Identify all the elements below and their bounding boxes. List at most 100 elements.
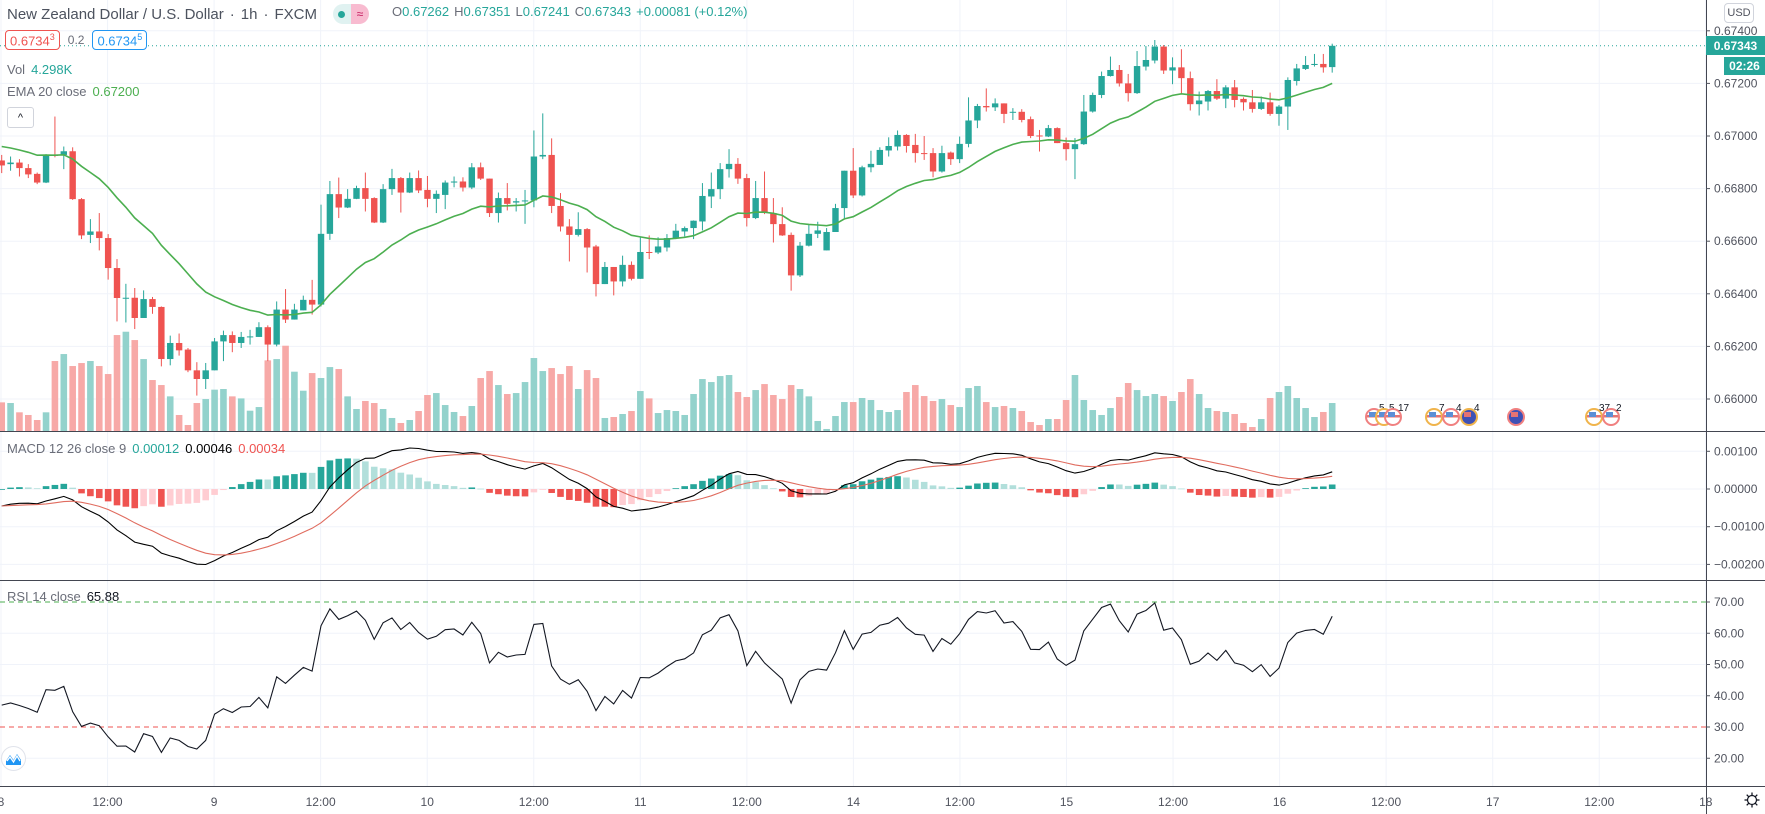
currency-button[interactable]: USD xyxy=(1724,3,1754,23)
macd-histogram-bar xyxy=(131,489,139,509)
volume-bar xyxy=(113,335,121,431)
candle-body xyxy=(459,181,467,188)
macd-histogram-bar xyxy=(1328,484,1336,489)
volume-bar xyxy=(95,366,103,431)
volume-bar xyxy=(7,403,14,431)
us-flag-event-marker[interactable] xyxy=(1442,408,1460,426)
candle xyxy=(876,147,884,165)
volume-bar xyxy=(1266,397,1274,431)
ema-legend[interactable]: EMA 20 close 0.67200 xyxy=(7,84,140,99)
macd-signal-value: 0.00034 xyxy=(238,441,286,456)
volume-bar xyxy=(645,398,653,431)
nz-flag-event-marker[interactable] xyxy=(1460,408,1478,426)
symbol-legend[interactable]: New Zealand Dollar / U.S. Dollar · 1h · … xyxy=(7,4,369,24)
candle xyxy=(406,172,413,194)
time-axis-label: 14 xyxy=(847,795,861,809)
volume-bar xyxy=(370,403,378,431)
us-flag-event-marker[interactable] xyxy=(1384,408,1402,426)
candle-body xyxy=(787,234,795,276)
macd-histogram-bar xyxy=(1133,484,1141,489)
candle xyxy=(113,259,121,322)
macd-histogram-bar xyxy=(1204,489,1212,496)
us-flag-event-marker[interactable] xyxy=(1602,408,1620,426)
candle-body xyxy=(1080,111,1088,145)
volume-bar xyxy=(1240,422,1247,431)
macd-histogram-bar xyxy=(299,472,307,489)
candle-body xyxy=(1018,111,1025,120)
macd-histogram-bar xyxy=(1302,488,1309,490)
sell-button[interactable]: 0.67343 xyxy=(5,30,60,51)
candle-body xyxy=(619,264,626,282)
macd-axis-label: 0.00000 xyxy=(1714,482,1758,496)
volume-legend[interactable]: Vol 4.298K xyxy=(7,62,72,77)
volume-bar xyxy=(60,354,68,431)
macd-histogram-bar xyxy=(1293,489,1301,491)
buy-button[interactable]: 0.67345 xyxy=(92,30,148,51)
macd-histogram-bar xyxy=(1195,489,1203,496)
macd-histogram-bar xyxy=(78,489,85,494)
volume-bar xyxy=(42,412,50,431)
exchange: FXCM xyxy=(274,5,317,23)
candle-body xyxy=(1071,144,1079,150)
volume-bar xyxy=(1186,379,1194,431)
volume-bar xyxy=(592,378,600,431)
volume-bar xyxy=(770,394,777,431)
candle xyxy=(477,162,484,180)
candle xyxy=(628,261,635,281)
rsi-legend[interactable]: RSI 14 close 65.88 xyxy=(7,589,119,604)
candle xyxy=(193,362,201,396)
volume-bar xyxy=(273,359,280,431)
candle-body xyxy=(211,341,218,371)
volume-bar xyxy=(299,390,307,431)
settings-gear-icon[interactable] xyxy=(1744,792,1760,808)
volume-value: 4.298K xyxy=(31,62,73,77)
volume-bar xyxy=(1027,422,1034,431)
volume-bar xyxy=(131,340,139,431)
macd-histogram-bar xyxy=(122,489,130,507)
volume-bar xyxy=(654,413,662,431)
us-flag-icon xyxy=(1369,412,1376,417)
collapse-legend-button[interactable]: ^ xyxy=(7,107,34,128)
interval: 1h xyxy=(240,5,258,23)
us-flag-icon xyxy=(1429,412,1436,417)
volume-bar xyxy=(761,384,768,431)
volume-bar xyxy=(1284,386,1292,431)
candle xyxy=(743,173,750,227)
macd-histogram-bar xyxy=(415,477,422,489)
candle xyxy=(991,98,999,112)
volume-bar xyxy=(672,411,680,431)
volume-bar xyxy=(956,407,963,431)
trade-row: 0.67343 0.2 0.67345 xyxy=(5,30,148,51)
volume-bar xyxy=(149,380,156,431)
us-flag-icon xyxy=(1446,412,1453,417)
volume-bar xyxy=(1231,414,1238,431)
macd-histogram-bar xyxy=(503,489,511,496)
change-value: +0.00081 (+0.12%) xyxy=(636,4,748,19)
volume-bar xyxy=(477,378,484,431)
us-flag-icon xyxy=(1606,412,1613,417)
candle xyxy=(903,134,910,153)
candle-body xyxy=(379,189,387,223)
nz-flag-event-marker[interactable] xyxy=(1507,408,1525,426)
volume-bar xyxy=(441,405,449,431)
macd-legend[interactable]: MACD 12 26 close 9 0.00012 0.00046 0.000… xyxy=(7,441,285,456)
candle xyxy=(255,322,263,337)
macd-histogram-bar xyxy=(308,472,316,489)
candle xyxy=(654,237,662,255)
macd-histogram-bar xyxy=(353,458,360,489)
candle-body xyxy=(876,149,884,165)
volume-bar xyxy=(1249,427,1256,431)
candle-body xyxy=(912,144,919,154)
candle-body xyxy=(601,266,609,285)
volume-bar xyxy=(725,375,733,431)
volume-bar xyxy=(459,416,467,431)
status-pill[interactable]: ≈ xyxy=(332,4,369,24)
candle-body xyxy=(832,208,839,232)
macd-histogram-bar xyxy=(1018,487,1026,489)
tradingview-logo-icon[interactable] xyxy=(1,746,26,771)
candle-body xyxy=(566,226,573,235)
candle xyxy=(308,279,316,315)
candle xyxy=(823,228,830,251)
